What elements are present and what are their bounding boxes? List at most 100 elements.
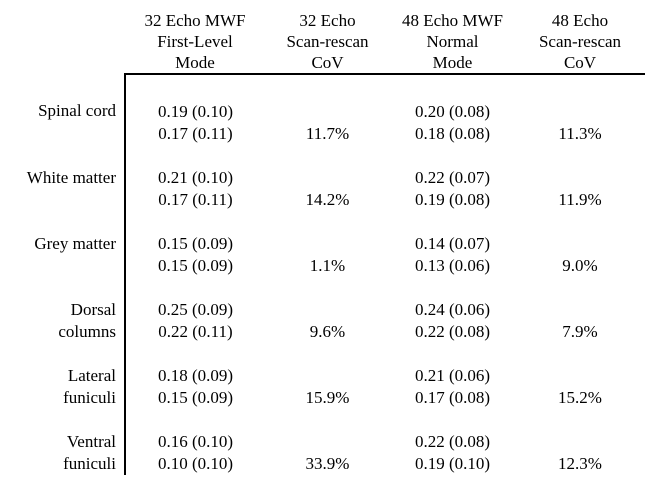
value-line: 0.19 (0.08) (414, 190, 491, 209)
column-header-line: 32 Echo (299, 11, 356, 30)
row-label-line: Ventral (66, 432, 116, 451)
row-label-lateral-funiculi: Lateral funiculi (0, 343, 126, 409)
spacer (515, 365, 645, 387)
spacer (515, 233, 645, 255)
cov-value: 11.9% (558, 190, 602, 209)
row-label-line: funiculi (63, 454, 116, 473)
cell-spinal-cord-mwf48: 0.20 (0.08) 0.18 (0.08) (390, 74, 515, 145)
row-label-line (0, 255, 116, 277)
spacer (515, 431, 645, 453)
column-header-line: CoV (563, 53, 597, 72)
value-line: 0.22 (0.08) (414, 322, 491, 341)
value-line: 0.13 (0.06) (414, 256, 491, 275)
cell-white-matter-mwf48: 0.22 (0.07) 0.19 (0.08) (390, 145, 515, 211)
cov-value: 9.0% (562, 256, 598, 275)
cell-dorsal-columns-cov32: 9.6% (265, 277, 390, 343)
cell-grey-matter-cov48: 9.0% (515, 211, 645, 277)
value-line: 0.15 (0.09) (157, 388, 234, 407)
cell-spinal-cord-cov32: 11.7% (265, 74, 390, 145)
column-header-48echo-cov: 48 Echo Scan-rescan CoV (515, 4, 645, 75)
column-header-line: Scan-rescan (538, 32, 622, 51)
cell-dorsal-columns-mwf32: 0.25 (0.09) 0.22 (0.11) (125, 277, 265, 343)
cell-white-matter-cov48: 11.9% (515, 145, 645, 211)
value-line: 0.24 (0.06) (414, 300, 491, 319)
value-line: 0.18 (0.09) (157, 366, 234, 385)
column-header-line: First-Level (157, 32, 233, 51)
cov-value: 14.2% (305, 190, 350, 209)
value-line: 0.19 (0.10) (414, 454, 491, 473)
table-row-white-matter: White matter 0.21 (0.10) 0.17 (0.11) 14.… (0, 145, 645, 211)
row-label-line (0, 122, 116, 144)
cell-dorsal-columns-cov48: 7.9% (515, 277, 645, 343)
row-label-line: columns (58, 322, 116, 341)
row-label-dorsal-columns: Dorsal columns (0, 277, 126, 343)
row-label-white-matter: White matter (0, 145, 126, 211)
table-row-lateral-funiculi: Lateral funiculi 0.18 (0.09) 0.15 (0.09)… (0, 343, 645, 409)
cell-grey-matter-mwf32: 0.15 (0.09) 0.15 (0.09) (125, 211, 265, 277)
value-line: 0.21 (0.10) (157, 168, 234, 187)
row-label-line: Dorsal (70, 300, 116, 319)
value-line: 0.15 (0.09) (157, 256, 234, 275)
value-line: 0.20 (0.08) (414, 102, 491, 121)
column-header-line: Mode (432, 53, 473, 72)
cell-ventral-funiculi-mwf48: 0.22 (0.08) 0.19 (0.10) (390, 409, 515, 475)
cell-dorsal-columns-mwf48: 0.24 (0.06) 0.22 (0.08) (390, 277, 515, 343)
table-row-grey-matter: Grey matter 0.15 (0.09) 0.15 (0.09) 1.1%… (0, 211, 645, 277)
row-label-line: funiculi (63, 388, 116, 407)
cov-value: 7.9% (562, 322, 598, 341)
value-line: 0.17 (0.11) (158, 190, 233, 209)
table-row-spinal-cord: Spinal cord 0.19 (0.10) 0.17 (0.11) 11.7… (0, 74, 645, 145)
row-label-line: White matter (26, 168, 116, 187)
spacer (265, 299, 390, 321)
spacer (265, 101, 390, 123)
cov-value: 12.3% (558, 454, 602, 473)
cell-grey-matter-mwf48: 0.14 (0.07) 0.13 (0.06) (390, 211, 515, 277)
cell-lateral-funiculi-cov32: 15.9% (265, 343, 390, 409)
value-line: 0.25 (0.09) (157, 300, 234, 319)
cell-white-matter-cov32: 14.2% (265, 145, 390, 211)
spacer (265, 365, 390, 387)
column-header-32echo-mwf: 32 Echo MWF First-Level Mode (125, 4, 265, 75)
spacer (265, 431, 390, 453)
value-line: 0.17 (0.08) (414, 388, 491, 407)
cell-grey-matter-cov32: 1.1% (265, 211, 390, 277)
value-line: 0.19 (0.10) (157, 102, 234, 121)
column-header-line: CoV (311, 53, 344, 72)
row-label-line (0, 189, 116, 211)
value-line: 0.16 (0.10) (157, 432, 234, 451)
row-label-line: Grey matter (34, 234, 116, 253)
table-header-row: 32 Echo MWF First-Level Mode 32 Echo Sca… (0, 4, 645, 75)
cov-value: 11.7% (305, 124, 350, 143)
value-line: 0.22 (0.11) (158, 322, 233, 341)
row-label-line: Lateral (67, 366, 116, 385)
column-header-32echo-cov: 32 Echo Scan-rescan CoV (265, 4, 390, 75)
table-row-dorsal-columns: Dorsal columns 0.25 (0.09) 0.22 (0.11) 9… (0, 277, 645, 343)
cell-lateral-funiculi-mwf48: 0.21 (0.06) 0.17 (0.08) (390, 343, 515, 409)
cell-ventral-funiculi-cov32: 33.9% (265, 409, 390, 475)
value-line: 0.14 (0.07) (414, 234, 491, 253)
header-corner-blank (0, 4, 125, 74)
cell-lateral-funiculi-mwf32: 0.18 (0.09) 0.15 (0.09) (125, 343, 265, 409)
column-header-line: Mode (175, 53, 215, 72)
column-header-line: 48 Echo (551, 11, 609, 30)
value-line: 0.18 (0.08) (414, 124, 491, 143)
cov-value: 33.9% (305, 454, 350, 473)
cell-lateral-funiculi-cov48: 15.2% (515, 343, 645, 409)
cell-ventral-funiculi-mwf32: 0.16 (0.10) 0.10 (0.10) (125, 409, 265, 475)
row-label-spinal-cord: Spinal cord (0, 74, 126, 145)
cov-value: 11.3% (558, 124, 602, 143)
column-header-line: Scan-rescan (286, 32, 369, 51)
cell-spinal-cord-mwf32: 0.19 (0.10) 0.17 (0.11) (125, 74, 265, 145)
column-header-line: 32 Echo MWF (144, 11, 246, 30)
table-row-ventral-funiculi: Ventral funiculi 0.16 (0.10) 0.10 (0.10)… (0, 409, 645, 475)
spacer (515, 167, 645, 189)
column-header-48echo-mwf: 48 Echo MWF Normal Mode (390, 4, 515, 75)
value-line: 0.22 (0.08) (414, 432, 491, 451)
row-label-grey-matter: Grey matter (0, 211, 126, 277)
value-line: 0.15 (0.09) (157, 234, 234, 253)
column-header-line: Normal (426, 32, 479, 51)
row-label-ventral-funiculi: Ventral funiculi (0, 409, 126, 475)
spacer (515, 299, 645, 321)
column-header-line: 48 Echo MWF (401, 11, 504, 30)
cell-white-matter-mwf32: 0.21 (0.10) 0.17 (0.11) (125, 145, 265, 211)
